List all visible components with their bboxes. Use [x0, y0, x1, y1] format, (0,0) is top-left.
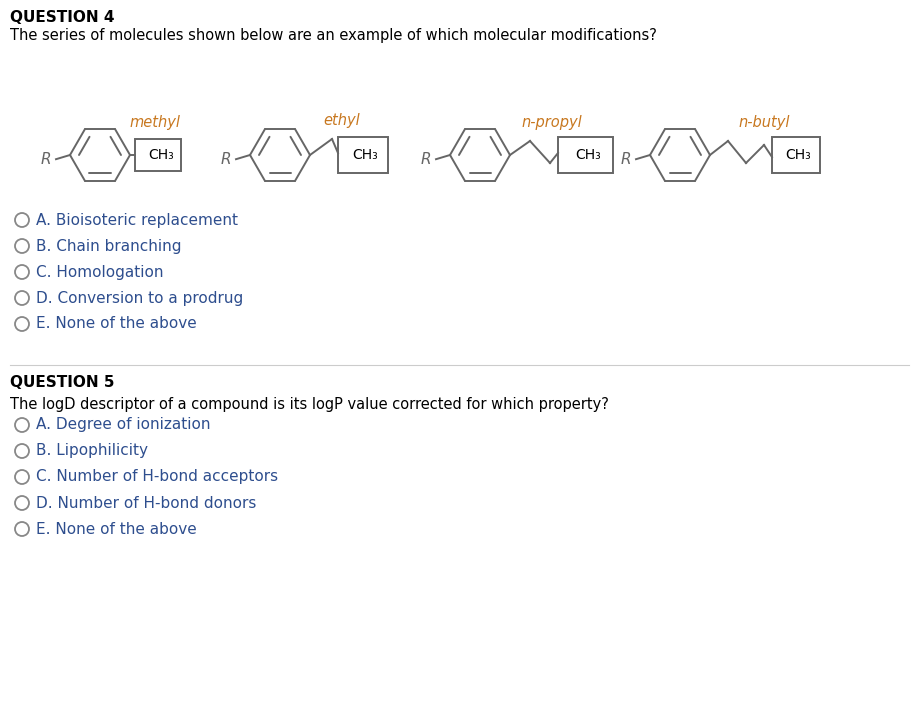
Text: methyl: methyl	[130, 115, 180, 130]
Text: QUESTION 4: QUESTION 4	[10, 10, 115, 25]
Text: QUESTION 5: QUESTION 5	[10, 375, 115, 390]
Text: R: R	[221, 152, 231, 167]
Text: D. Number of H-bond donors: D. Number of H-bond donors	[36, 496, 256, 510]
Text: CH₃: CH₃	[148, 148, 174, 162]
Text: CH₃: CH₃	[785, 148, 811, 162]
Text: C. Homologation: C. Homologation	[36, 264, 164, 280]
Text: CH₃: CH₃	[352, 148, 378, 162]
Text: ethyl: ethyl	[323, 113, 360, 128]
Text: A. Bioisoteric replacement: A. Bioisoteric replacement	[36, 212, 238, 228]
Text: R: R	[620, 152, 631, 167]
Text: The logD descriptor of a compound is its logP value corrected for which property: The logD descriptor of a compound is its…	[10, 397, 609, 412]
Text: E. None of the above: E. None of the above	[36, 522, 197, 536]
Text: E. None of the above: E. None of the above	[36, 316, 197, 332]
Bar	[135, 139, 181, 171]
Text: R: R	[420, 152, 431, 167]
Text: CH₃: CH₃	[575, 148, 601, 162]
Text: R: R	[40, 152, 51, 167]
Text: C. Number of H-bond acceptors: C. Number of H-bond acceptors	[36, 470, 278, 484]
Text: B. Chain branching: B. Chain branching	[36, 238, 181, 254]
Text: A. Degree of ionization: A. Degree of ionization	[36, 418, 210, 432]
Text: n-butyl: n-butyl	[739, 115, 790, 130]
Text: The series of molecules shown below are an example of which molecular modificati: The series of molecules shown below are …	[10, 28, 657, 43]
Text: B. Lipophilicity: B. Lipophilicity	[36, 444, 148, 458]
Bar	[772, 137, 820, 173]
Bar	[338, 137, 388, 173]
Text: n-propyl: n-propyl	[522, 115, 583, 130]
Text: D. Conversion to a prodrug: D. Conversion to a prodrug	[36, 290, 244, 306]
Bar	[558, 137, 613, 173]
